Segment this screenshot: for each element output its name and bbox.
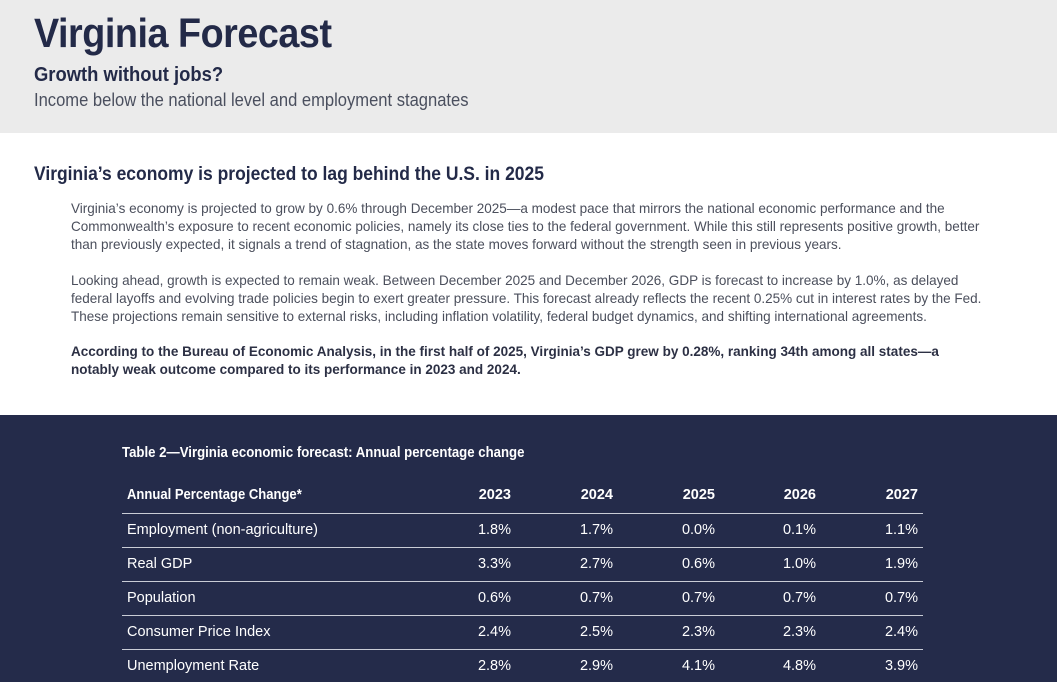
table-row: Unemployment Rate 2.8% 2.9% 4.1% 4.8% 3.… — [122, 649, 923, 682]
table-cell: 0.7% — [884, 590, 918, 606]
row-label: Unemployment Rate — [127, 658, 260, 674]
table-cell: 1.8% — [477, 522, 511, 538]
table-cell: 2.4% — [884, 624, 918, 640]
header-band — [0, 0, 1057, 133]
table-cell: 4.8% — [782, 658, 816, 674]
forecast-table: Annual Percentage Change* 2023 2024 2025… — [122, 479, 923, 682]
table-cell: 2.7% — [579, 556, 613, 572]
table-cell: 2.9% — [579, 658, 613, 674]
column-header: 2025 — [682, 487, 715, 503]
table-cell: 2.8% — [477, 658, 511, 674]
table-cell: 2.3% — [681, 624, 715, 640]
table-cell: 3.3% — [477, 556, 511, 572]
table-cell: 2.3% — [782, 624, 816, 640]
paragraph-bea-highlight: According to the Bureau of Economic Anal… — [71, 343, 939, 377]
row-label: Consumer Price Index — [127, 624, 271, 640]
table-cell: 0.7% — [681, 590, 715, 606]
table-cell: 1.9% — [884, 556, 918, 572]
table-header-row: Annual Percentage Change* 2023 2024 2025… — [122, 479, 923, 513]
page-title: Virginia Forecast — [34, 10, 332, 56]
row-label: Real GDP — [127, 556, 193, 572]
table-row: Real GDP 3.3% 2.7% 0.6% 1.0% 1.9% — [122, 547, 923, 581]
table-cell: 0.6% — [477, 590, 511, 606]
table-cell: 0.0% — [681, 522, 715, 538]
table-cell: 0.7% — [782, 590, 816, 606]
column-header: 2024 — [580, 487, 613, 503]
table-cell: 0.1% — [782, 522, 816, 538]
column-header: 2027 — [885, 487, 918, 503]
table-row: Population 0.6% 0.7% 0.7% 0.7% 0.7% — [122, 581, 923, 615]
paragraph-outlook-2026: Looking ahead, growth is expected to rem… — [71, 272, 982, 324]
column-header: Annual Percentage Change* — [127, 487, 302, 503]
table-cell: 0.7% — [579, 590, 613, 606]
row-label: Employment (non-agriculture) — [127, 522, 318, 538]
table-cell: 1.0% — [782, 556, 816, 572]
table-row: Consumer Price Index 2.4% 2.5% 2.3% 2.3%… — [122, 615, 923, 649]
column-header: 2026 — [783, 487, 816, 503]
table-cell: 2.4% — [477, 624, 511, 640]
section-heading: Virginia’s economy is projected to lag b… — [34, 164, 544, 185]
page-subtitle: Growth without jobs? — [34, 64, 224, 86]
table-cell: 2.5% — [579, 624, 613, 640]
table-cell: 1.7% — [579, 522, 613, 538]
paragraph-growth-2025: Virginia’s economy is projected to grow … — [71, 200, 980, 252]
table-cell: 4.1% — [681, 658, 715, 674]
table-cell: 3.9% — [884, 658, 918, 674]
table-row: Employment (non-agriculture) 1.8% 1.7% 0… — [122, 513, 923, 547]
table-title: Table 2—Virginia economic forecast: Annu… — [122, 444, 525, 461]
page-tagline: Income below the national level and empl… — [34, 90, 469, 110]
table-panel — [0, 415, 1057, 682]
table-cell: 1.1% — [884, 522, 918, 538]
table-cell: 0.6% — [681, 556, 715, 572]
column-header: 2023 — [478, 487, 511, 503]
row-label: Population — [127, 590, 196, 606]
